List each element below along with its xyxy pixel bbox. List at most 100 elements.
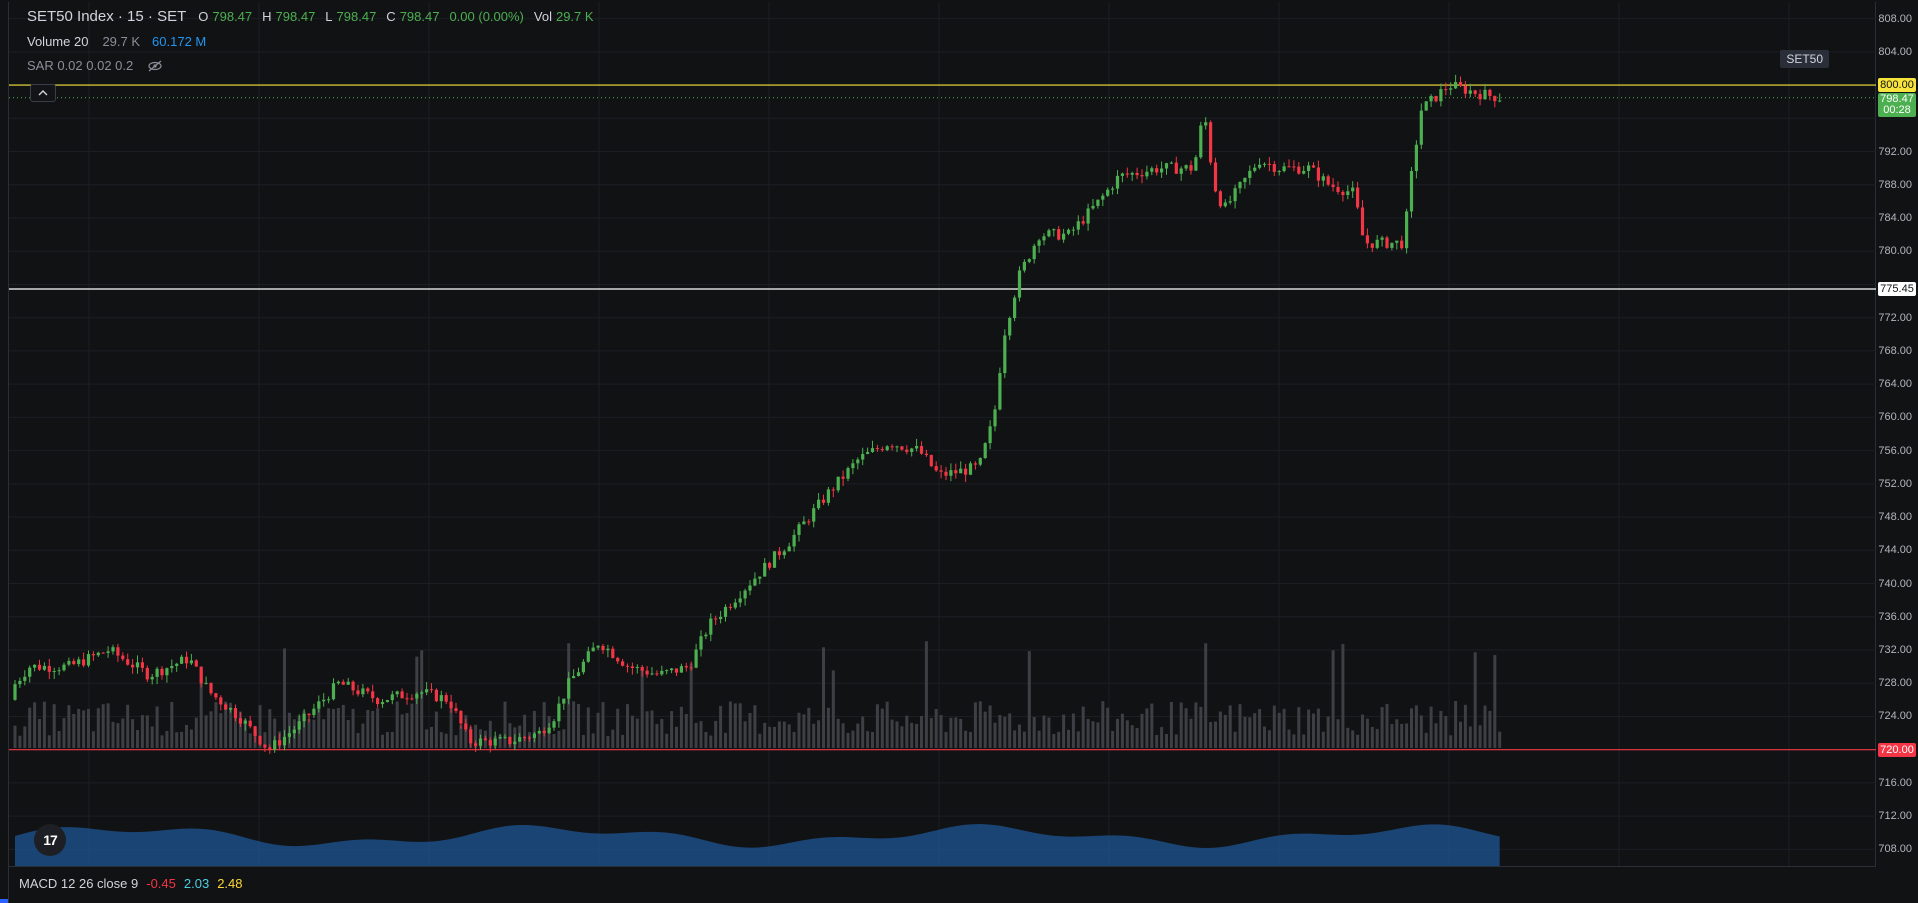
- eye-off-icon[interactable]: [147, 60, 163, 72]
- candle-body: [674, 668, 679, 673]
- candle-body: [1066, 229, 1071, 234]
- volume-bar: [77, 708, 81, 748]
- horizontal-line-price-tag[interactable]: 775.45: [1878, 282, 1916, 297]
- candle-body: [866, 451, 870, 454]
- candle-body: [42, 665, 46, 670]
- candle-body: [856, 459, 860, 464]
- volume-bar: [724, 732, 727, 748]
- volume-bar: [1439, 710, 1443, 748]
- volume-bar: [748, 713, 752, 748]
- volume-bar: [1042, 715, 1046, 748]
- candle-body: [1091, 205, 1095, 209]
- volume-bar: [1478, 725, 1482, 748]
- candle-body: [410, 698, 414, 700]
- candle-body: [1424, 101, 1428, 111]
- volume-bar: [866, 731, 870, 748]
- candle-body: [978, 458, 982, 465]
- volume-bar: [532, 710, 536, 748]
- candle-body: [243, 720, 247, 724]
- candle-body: [1101, 195, 1105, 200]
- volume-bar: [616, 708, 620, 748]
- volume-bar: [787, 724, 791, 748]
- volume-bar: [111, 721, 115, 748]
- price-scale-label: 792.00: [1878, 145, 1912, 158]
- candle-body: [527, 737, 532, 739]
- candle-body: [1140, 175, 1144, 177]
- volume-bar: [1120, 713, 1124, 748]
- candle-body: [924, 453, 928, 456]
- candle-body: [1017, 270, 1022, 298]
- volume-bar: [18, 735, 22, 748]
- candle-body: [1311, 165, 1316, 168]
- volume-bar: [1414, 705, 1418, 748]
- volume-bar: [983, 711, 987, 748]
- candle-body: [28, 667, 32, 677]
- macd-legend[interactable]: MACD 12 26 close 9 -0.45 2.03 2.48: [19, 876, 243, 891]
- volume-bar: [1165, 733, 1168, 748]
- candle-body: [488, 740, 492, 746]
- volume-bar: [405, 713, 409, 748]
- volume-bar: [160, 735, 164, 748]
- candle-body: [1449, 88, 1453, 90]
- volume-bar: [1365, 718, 1369, 748]
- candle-body: [312, 708, 316, 716]
- volume-bar: [626, 704, 629, 748]
- candle-body: [905, 449, 909, 452]
- volume-bar: [1341, 644, 1345, 748]
- price-scale-label: 788.00: [1878, 178, 1912, 191]
- volume-bar: [317, 702, 321, 748]
- macd-pane[interactable]: MACD 12 26 close 9 -0.45 2.03 2.48: [8, 866, 1876, 903]
- volume-bar: [1101, 701, 1105, 748]
- price-scale[interactable]: 808.00 804.00 792.00 788.00 784.00 780.00 772.…: [1876, 2, 1918, 866]
- volume-name: Volume 20: [27, 34, 89, 49]
- horizontal-line-price-tag[interactable]: 720.00: [1878, 742, 1916, 757]
- volume-bar: [503, 701, 507, 748]
- tradingview-logo[interactable]: 17: [34, 824, 66, 856]
- volume-bar: [645, 711, 649, 748]
- volume-bar: [1361, 714, 1364, 748]
- volume-bar: [508, 723, 512, 748]
- volume-bar: [336, 708, 340, 748]
- candle-body: [175, 663, 179, 666]
- volume-bar: [1356, 734, 1360, 748]
- candle-body: [1130, 172, 1134, 175]
- volume-bar: [807, 707, 811, 748]
- candle-body: [1213, 162, 1218, 192]
- price-chart[interactable]: [9, 2, 1877, 866]
- candle-body: [366, 688, 370, 692]
- candle-body: [415, 693, 419, 699]
- collapse-legend-button[interactable]: [30, 84, 56, 102]
- candle-body: [611, 648, 615, 658]
- candle-body: [67, 660, 71, 665]
- candle-body: [1228, 201, 1232, 203]
- candle-body: [204, 682, 208, 684]
- volume-bar: [699, 721, 703, 748]
- candle-body: [581, 661, 585, 673]
- candle-body: [96, 652, 100, 656]
- candle-body: [292, 729, 296, 734]
- symbol-title[interactable]: SET50 Index · 15 · SET: [27, 8, 187, 25]
- candle-body: [317, 701, 321, 709]
- ohlc-vol-value: 29.7 K: [555, 9, 594, 24]
- volume-bar: [47, 735, 51, 748]
- sar-legend[interactable]: SAR 0.02 0.02 0.2: [27, 58, 163, 73]
- volume-bar: [973, 702, 977, 748]
- volume-bar: [150, 726, 154, 748]
- candle-body: [395, 691, 399, 695]
- volume-bar: [1199, 706, 1203, 748]
- candle-body: [1081, 221, 1085, 224]
- scroll-indicator[interactable]: [0, 899, 8, 903]
- volume-bar: [444, 733, 448, 748]
- volume-bar: [552, 733, 556, 748]
- volume-bar: [434, 711, 438, 748]
- candle-body: [327, 699, 331, 701]
- volume-legend[interactable]: Volume 20 29.7 K 60.172 M: [27, 34, 206, 49]
- candle-body: [728, 606, 732, 608]
- candle-body: [253, 726, 257, 736]
- horizontal-line-price-tag[interactable]: 800.00: [1878, 78, 1916, 93]
- volume-bar: [1047, 717, 1051, 748]
- candle-body: [219, 697, 223, 705]
- candle-body: [959, 468, 963, 474]
- candle-body: [1253, 167, 1257, 171]
- main-chart-pane[interactable]: SET50 Index · 15 · SET O 798.47 H 798.47 L…: [8, 2, 1877, 866]
